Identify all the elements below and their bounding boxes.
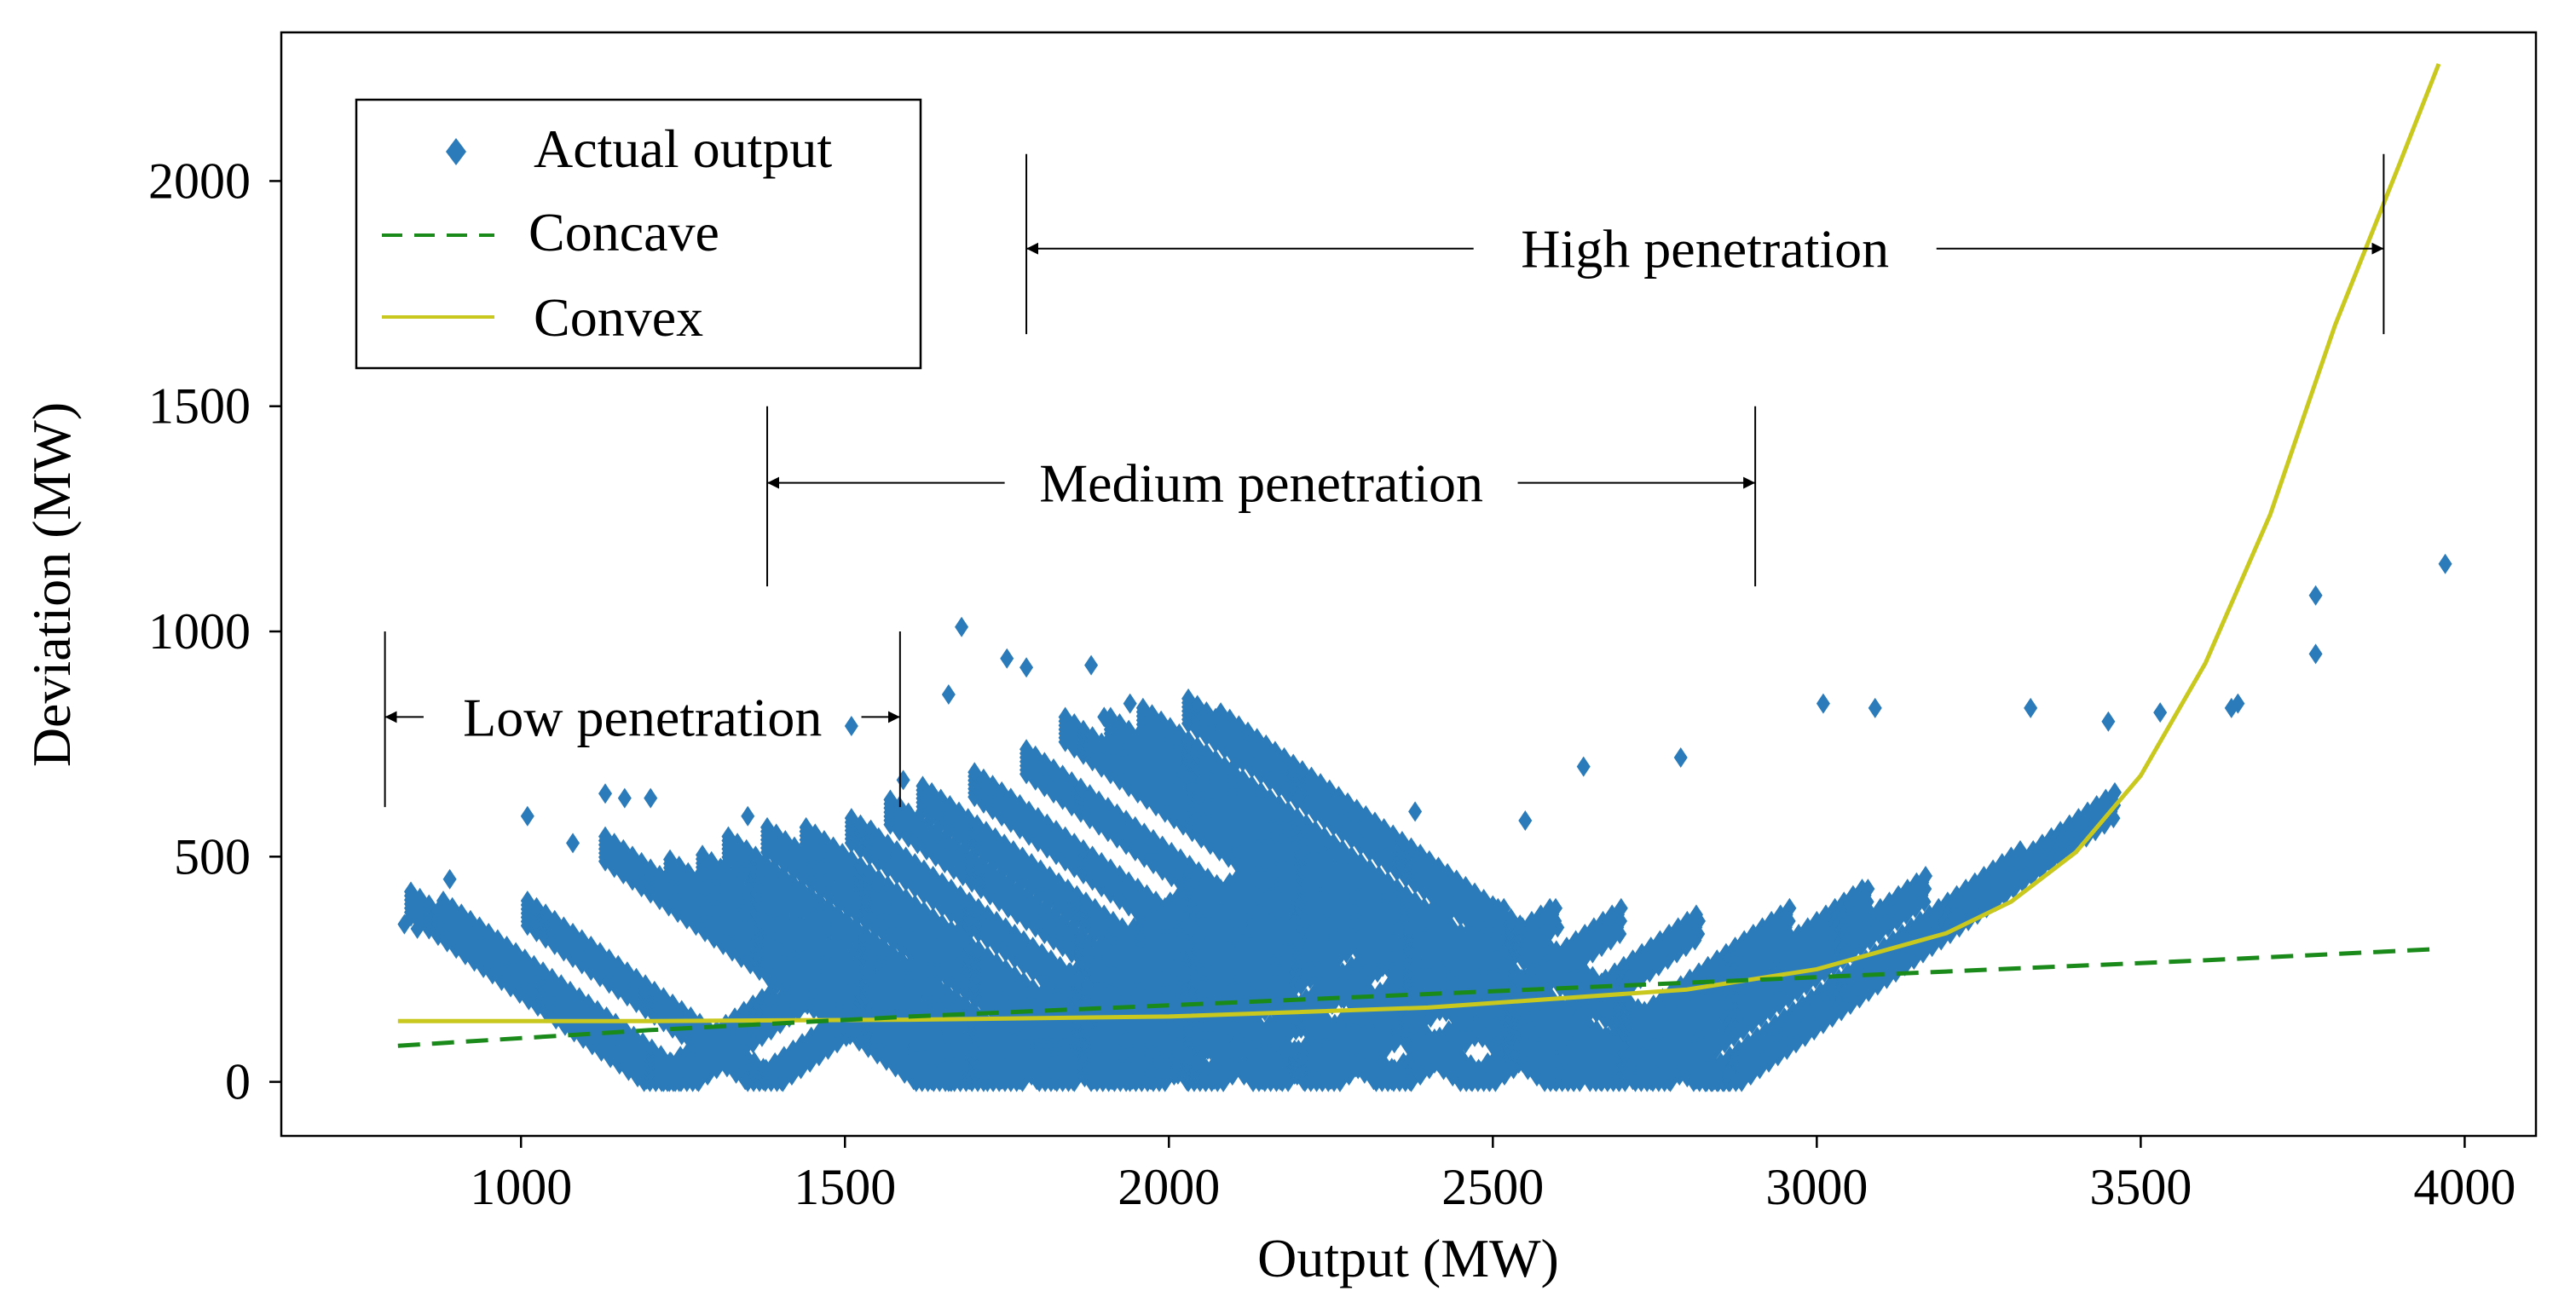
scatter-point [672,856,686,877]
plot-frame [280,31,2538,1138]
scatter-point [644,858,658,879]
scatter-layer [397,553,2452,1092]
